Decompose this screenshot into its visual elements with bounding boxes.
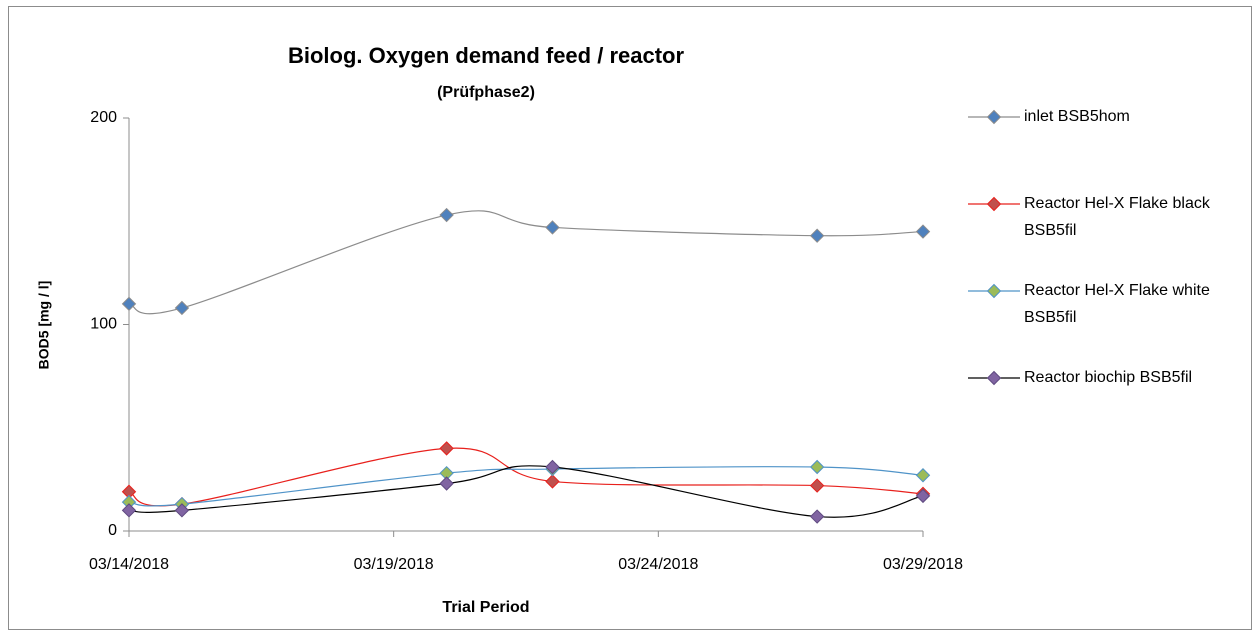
data-point <box>809 509 825 524</box>
legend-marker <box>986 283 1002 299</box>
data-point <box>809 459 825 475</box>
chart-title: Biolog. Oxygen demand feed / reactor <box>288 43 685 68</box>
data-point <box>174 503 190 518</box>
data-point <box>915 488 931 504</box>
data-point <box>121 503 137 518</box>
y-axis-label: BOD5 [mg / l] <box>36 281 52 370</box>
data-point <box>174 300 190 316</box>
chart-frame <box>8 6 1252 630</box>
legend-marker <box>986 196 1002 212</box>
x-axis-label: Trial Period <box>442 599 529 616</box>
data-point <box>915 468 931 483</box>
data-point <box>809 478 825 493</box>
legend-marker <box>986 370 1002 386</box>
legend-label: Reactor Hel-X Flake black BSB5fil <box>1024 195 1211 239</box>
data-point <box>545 459 560 475</box>
data-point <box>545 220 560 235</box>
y-tick-label: 200 <box>90 109 117 126</box>
legend-label: Reactor biochip BSB5fil <box>1024 369 1192 386</box>
legend-marker <box>986 109 1002 125</box>
legend-label-line: BSB5fil <box>1024 222 1076 239</box>
y-tick-label: 100 <box>90 316 117 333</box>
data-point <box>915 224 931 239</box>
data-point <box>439 476 454 491</box>
data-point <box>545 474 560 489</box>
legend-label-line: inlet BSB5hom <box>1024 108 1130 125</box>
chart-subtitle: (Prüfphase2) <box>437 84 535 101</box>
x-tick-label: 03/14/2018 <box>89 556 169 573</box>
data-point <box>121 296 137 312</box>
legend-label-line: BSB5fil <box>1024 309 1076 326</box>
data-point <box>439 207 454 223</box>
legend-label-line: Reactor Hel-X Flake black <box>1024 195 1211 212</box>
legend-label: inlet BSB5hom <box>1024 108 1130 125</box>
data-point <box>809 228 825 243</box>
legend-label-line: Reactor biochip BSB5fil <box>1024 369 1192 386</box>
x-tick-label: 03/29/2018 <box>883 556 963 573</box>
x-tick-label: 03/24/2018 <box>618 556 698 573</box>
x-tick-label: 03/19/2018 <box>354 556 434 573</box>
y-tick-label: 0 <box>108 522 117 539</box>
legend-label-line: Reactor Hel-X Flake white <box>1024 282 1210 299</box>
data-point <box>439 441 454 456</box>
legend-label: Reactor Hel-X Flake white BSB5fil <box>1024 282 1210 326</box>
